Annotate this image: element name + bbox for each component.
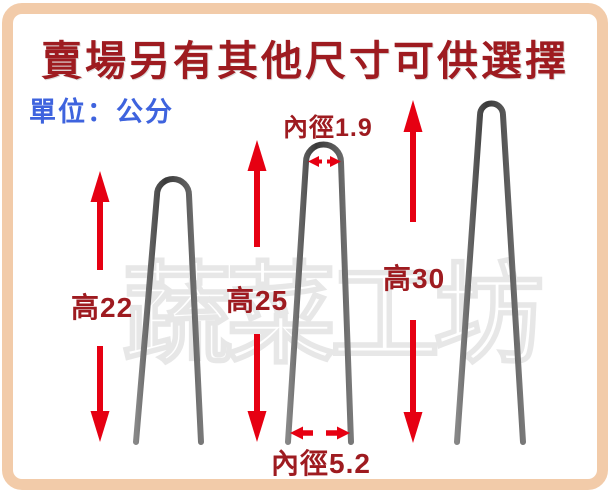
inner-diameter-bottom-label: 內徑5.2 <box>271 448 371 479</box>
pin-22-wire <box>133 176 204 445</box>
inner-diameter-bottom-arrows <box>290 426 350 440</box>
height-arrow-30 <box>403 100 423 443</box>
pin-25-wire <box>285 141 354 445</box>
height-label-25: 高25 <box>226 285 289 316</box>
height-arrow-25 <box>247 140 267 442</box>
inner-diameter-top-label: 內徑1.9 <box>283 114 373 142</box>
pin-illustrations <box>133 100 526 445</box>
page-title: 賣場另有其他尺寸可供選擇 <box>41 38 569 84</box>
pin-30-wire <box>454 100 526 445</box>
unit-label: 單位：公分 <box>29 97 174 127</box>
height-arrow-22 <box>90 171 110 442</box>
inner-diameter-top-arrows <box>308 156 341 167</box>
height-label-30: 高30 <box>383 263 446 294</box>
height-label-22: 高22 <box>71 292 134 323</box>
